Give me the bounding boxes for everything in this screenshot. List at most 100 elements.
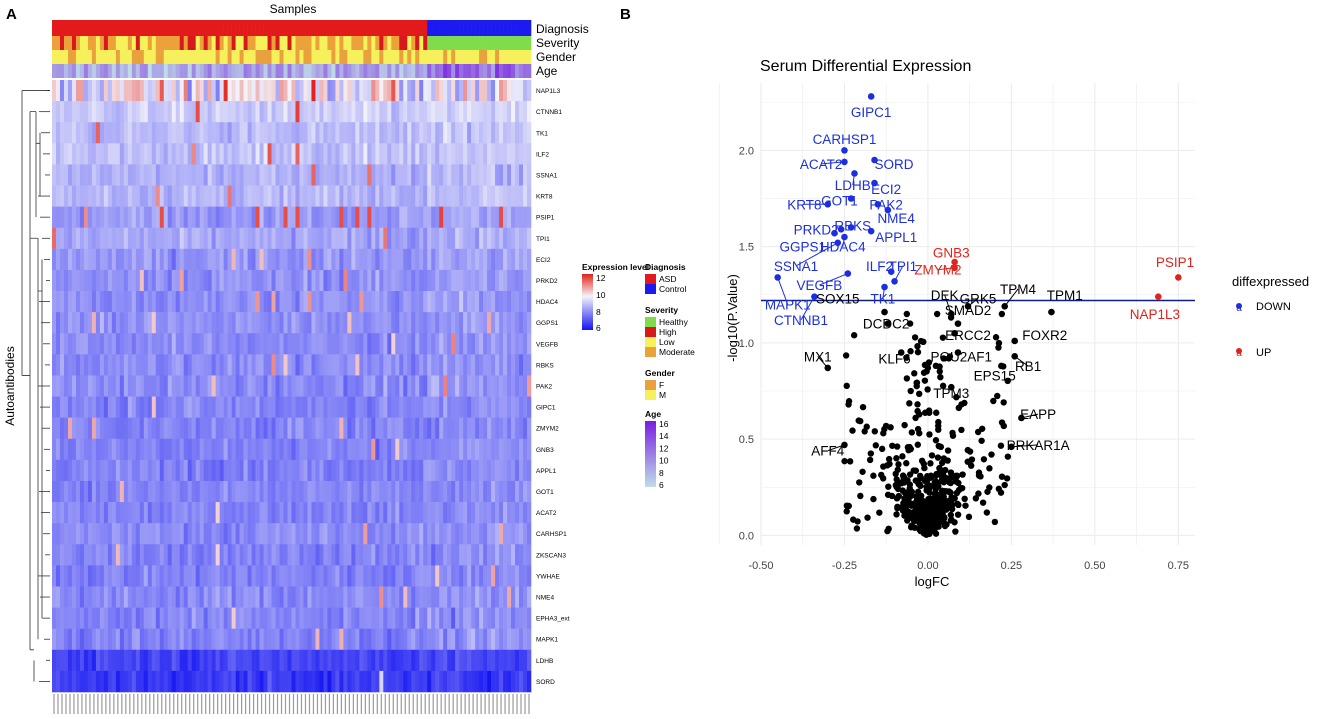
heatmap-cell <box>527 417 532 440</box>
heatmap-cell <box>91 649 97 672</box>
heatmap-cell <box>275 396 280 418</box>
heatmap-cell <box>523 480 528 503</box>
heatmap-cell <box>487 227 492 250</box>
heatmap-cell <box>467 670 472 693</box>
heatmap-cell <box>383 438 388 461</box>
background-point <box>920 369 928 376</box>
heatmap-cell <box>323 291 328 313</box>
heatmap-cell <box>231 143 236 165</box>
row-label: EPHA3_ext <box>536 616 570 623</box>
point-label-ldhb: LDHB <box>835 178 871 193</box>
heatmap-cell <box>463 206 468 229</box>
heatmap-cell <box>187 80 193 102</box>
heatmap-cell <box>343 480 348 503</box>
heatmap-cell <box>379 586 384 608</box>
heatmap-cell <box>52 143 57 165</box>
heatmap-cell <box>131 291 137 313</box>
heatmap-cell <box>167 227 173 250</box>
heatmap-cell <box>223 122 228 144</box>
heatmap-cell <box>271 586 276 608</box>
heatmap-cell <box>235 628 240 651</box>
age-cell <box>175 64 181 78</box>
heatmap-cell <box>267 480 272 503</box>
age-cell <box>251 64 256 78</box>
background-point <box>903 460 910 467</box>
heatmap-cell <box>479 523 484 545</box>
heatmap-cell <box>143 565 149 587</box>
heatmap-cell <box>175 607 181 629</box>
diagnosis-cell <box>355 20 360 36</box>
heatmap-cell <box>99 607 105 629</box>
heatmap-cell <box>239 291 244 313</box>
heatmap-cell <box>363 206 368 229</box>
heatmap-cell <box>331 480 336 503</box>
heatmap-cell <box>127 565 133 587</box>
heatmap-cell <box>283 670 288 693</box>
heatmap-cell <box>79 80 85 102</box>
heatmap-cell <box>351 586 356 608</box>
heatmap-cell <box>79 354 85 376</box>
heatmap-cell <box>527 607 532 629</box>
heatmap-cell <box>287 649 292 672</box>
heatmap-cell <box>515 459 520 482</box>
heatmap-cell <box>71 459 77 482</box>
heatmap-cell <box>231 375 236 397</box>
heatmap-cell <box>339 122 344 144</box>
heatmap-cell <box>367 565 372 587</box>
heatmap-cell <box>471 586 476 608</box>
heatmap-cell <box>71 101 77 123</box>
heatmap-cell <box>239 333 244 355</box>
heatmap-cell <box>227 101 232 123</box>
severity-cell <box>491 36 496 50</box>
heatmap-cell <box>131 312 137 334</box>
heatmap-cell <box>399 607 404 629</box>
heatmap-cell <box>191 417 196 440</box>
background-point <box>958 426 965 434</box>
gender-cell <box>255 50 260 64</box>
heatmap-cell <box>59 544 65 566</box>
heatmap-cell <box>215 122 220 144</box>
heatmap-cell <box>203 586 208 608</box>
heatmap-cell <box>507 523 512 545</box>
heatmap-cell <box>315 333 320 355</box>
heatmap-cell <box>367 502 372 524</box>
heatmap-cell <box>415 227 420 250</box>
age-cell <box>483 64 488 78</box>
heatmap-cell <box>167 80 173 102</box>
sample-tick-label <box>229 694 231 714</box>
heatmap-cell <box>359 502 364 524</box>
heatmap-cell <box>187 544 193 566</box>
heatmap-cell <box>247 417 252 440</box>
heatmap-cell <box>143 312 149 334</box>
heatmap-cell <box>239 438 244 461</box>
heatmap-cell <box>495 101 500 123</box>
age-cell <box>367 64 372 78</box>
heatmap-cell <box>227 312 232 334</box>
heatmap-cell <box>175 291 181 313</box>
heatmap-cell <box>263 628 268 651</box>
heatmap-cell <box>363 291 368 313</box>
heatmap-cell <box>63 354 69 376</box>
data-point-rbks <box>847 224 855 231</box>
gender-cell <box>123 50 129 64</box>
diagnosis-cell <box>443 20 448 36</box>
heatmap-cell <box>335 438 340 461</box>
heatmap-cell <box>195 101 200 123</box>
heatmap-cell <box>419 164 424 186</box>
sample-tick-label <box>205 694 207 714</box>
heatmap-cell <box>175 565 181 587</box>
heatmap-cell <box>355 586 360 608</box>
heatmap-cell <box>387 375 392 397</box>
heatmap-cell <box>171 101 177 123</box>
track-label-diagnosis: Diagnosis <box>536 22 589 36</box>
heatmap-cell <box>463 628 468 651</box>
heatmap-cell <box>219 185 224 207</box>
age-cell <box>411 64 416 78</box>
diagnosis-cell <box>455 20 460 36</box>
heatmap-cell <box>427 670 432 693</box>
sample-tick-label <box>452 694 454 714</box>
heatmap-cell <box>463 80 468 102</box>
gender-cell <box>59 50 65 64</box>
heatmap-cell <box>143 122 149 144</box>
heatmap-cell <box>383 544 388 566</box>
